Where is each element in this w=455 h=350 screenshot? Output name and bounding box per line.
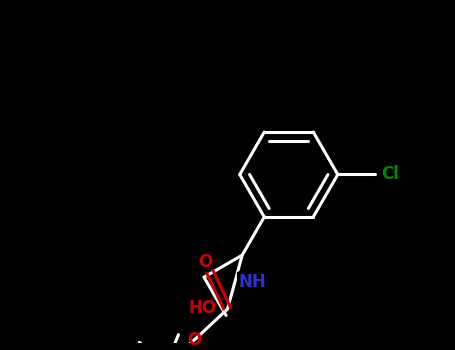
Text: Cl: Cl	[381, 166, 399, 183]
Text: O: O	[187, 331, 201, 349]
Text: NH: NH	[238, 273, 266, 291]
Text: HO: HO	[188, 299, 216, 316]
Text: O: O	[198, 253, 212, 271]
